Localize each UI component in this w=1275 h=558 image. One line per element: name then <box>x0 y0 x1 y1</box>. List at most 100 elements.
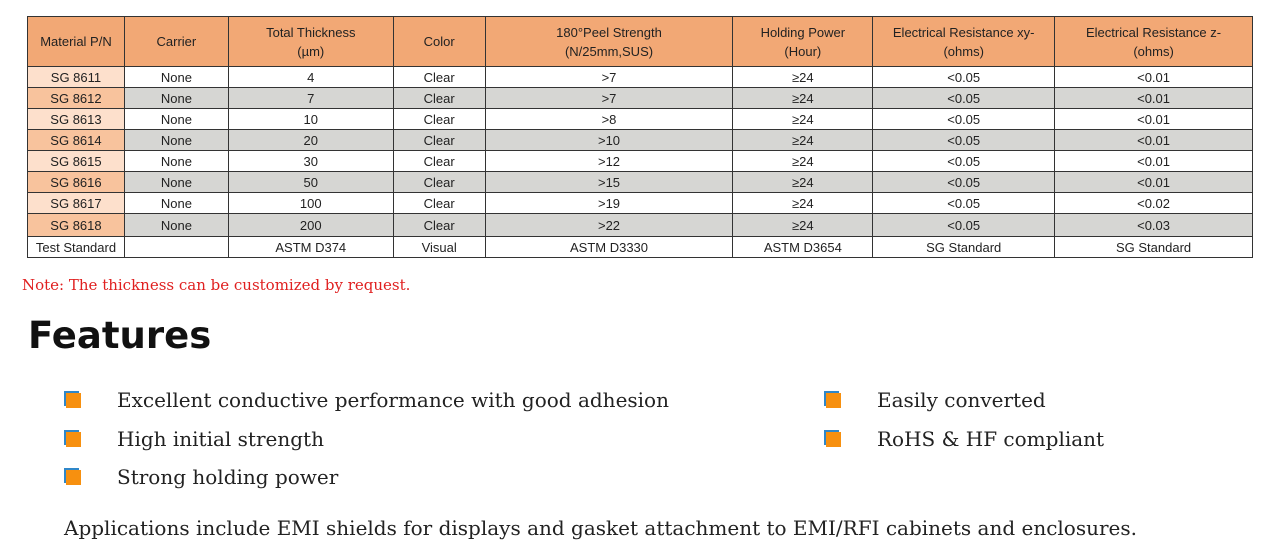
table-cell: None <box>123 213 229 237</box>
table-cell: ≥24 <box>732 213 874 237</box>
bullet-icon <box>66 431 81 447</box>
table-cell: None <box>123 108 229 130</box>
column-header: Holding Power (Hour) <box>732 16 874 67</box>
column-header: Electrical Resistance z- (ohms) <box>1054 16 1253 67</box>
table-cell: SG Standard <box>1054 236 1253 258</box>
header-row: Material P/N Carrier Total Thickness (µm) C… <box>27 16 1253 67</box>
table-cell: ≥24 <box>732 192 874 214</box>
table-cell: SG 8616 <box>27 171 125 193</box>
table-cell: <0.01 <box>1054 171 1253 193</box>
table-cell: ≥24 <box>732 108 874 130</box>
table-cell: ≥24 <box>732 87 874 109</box>
column-header: Carrier <box>123 16 229 67</box>
column-header: Electrical Resistance xy- (ohms) <box>872 16 1056 67</box>
table-cell: Clear <box>392 66 486 88</box>
feature-text: Easily converted <box>877 388 1046 412</box>
table-row: SG 8618 None 200 Clear >22 ≥24 <0.05 <0.03 <box>27 213 1253 237</box>
table-cell: None <box>123 129 229 151</box>
table-cell: >19 <box>484 192 734 214</box>
table-cell: <0.02 <box>1054 192 1253 214</box>
table-cell: 20 <box>227 129 394 151</box>
table-cell: 7 <box>227 87 394 109</box>
table-cell: SG 8612 <box>27 87 125 109</box>
table-cell: 200 <box>227 213 394 237</box>
table-cell: None <box>123 66 229 88</box>
column-header: 180°Peel Strength (N/25mm,SUS) <box>484 16 734 67</box>
table-cell: <0.05 <box>872 192 1056 214</box>
table-cell: <0.05 <box>872 150 1056 172</box>
table-cell: ASTM D3330 <box>484 236 734 258</box>
table-cell: Clear <box>392 87 486 109</box>
test-standard-row: Test Standard ASTM D374 Visual ASTM D3330 AS… <box>27 236 1253 258</box>
table-row: SG 8611 None 4 Clear >7 ≥24 <0.05 <0.01 <box>27 66 1253 88</box>
table-cell: Clear <box>392 150 486 172</box>
table-cell: <0.05 <box>872 87 1056 109</box>
table-cell: <0.01 <box>1054 150 1253 172</box>
bullet-icon <box>826 392 841 408</box>
spec-table: Material P/N Carrier Total Thickness (µm) C… <box>27 16 1253 258</box>
table-cell: >22 <box>484 213 734 237</box>
table-cell: ≥24 <box>732 129 874 151</box>
table-cell: SG Standard <box>872 236 1056 258</box>
table-row: SG 8617 None 100 Clear >19 ≥24 <0.05 <0.02 <box>27 192 1253 214</box>
table-cell: <0.01 <box>1054 108 1253 130</box>
table-row: SG 8613 None 10 Clear >8 ≥24 <0.05 <0.01 <box>27 108 1253 130</box>
table-cell: None <box>123 87 229 109</box>
table-cell: 10 <box>227 108 394 130</box>
table-cell: <0.01 <box>1054 66 1253 88</box>
table-cell: SG 8617 <box>27 192 125 214</box>
table-cell: <0.05 <box>872 213 1056 237</box>
table-cell: Clear <box>392 108 486 130</box>
table-cell <box>123 236 229 258</box>
bullet-icon <box>66 469 81 485</box>
table-cell: <0.05 <box>872 171 1056 193</box>
table-cell: None <box>123 192 229 214</box>
table-cell: ≥24 <box>732 150 874 172</box>
table-row: SG 8614 None 20 Clear >10 ≥24 <0.05 <0.01 <box>27 129 1253 151</box>
table-cell: <0.01 <box>1054 87 1253 109</box>
column-header: Material P/N <box>27 16 125 67</box>
table-cell: 50 <box>227 171 394 193</box>
table-row: SG 8612 None 7 Clear >7 ≥24 <0.05 <0.01 <box>27 87 1253 109</box>
feature-item: Easily converted <box>824 388 1046 412</box>
table-cell: Clear <box>392 213 486 237</box>
table-cell: ≥24 <box>732 66 874 88</box>
table-cell: >7 <box>484 66 734 88</box>
table-cell: 30 <box>227 150 394 172</box>
feature-text: High initial strength <box>117 427 324 451</box>
applications-text: Applications include EMI shields for dis… <box>64 516 1138 540</box>
table-cell: >12 <box>484 150 734 172</box>
table-cell: None <box>123 171 229 193</box>
table-cell: SG 8615 <box>27 150 125 172</box>
feature-text: Strong holding power <box>117 465 339 489</box>
table-cell: Visual <box>392 236 486 258</box>
table-cell: SG 8611 <box>27 66 125 88</box>
features-title: Features <box>28 314 212 357</box>
feature-text: RoHS & HF compliant <box>877 427 1105 451</box>
feature-text: Excellent conductive performance with go… <box>117 388 669 412</box>
table-cell: None <box>123 150 229 172</box>
table-cell: SG 8618 <box>27 213 125 237</box>
table-cell: <0.05 <box>872 66 1056 88</box>
table-cell: 100 <box>227 192 394 214</box>
table-cell: >10 <box>484 129 734 151</box>
feature-item: High initial strength <box>64 427 324 451</box>
table-cell: >7 <box>484 87 734 109</box>
table-cell: Clear <box>392 192 486 214</box>
table-cell: SG 8613 <box>27 108 125 130</box>
bullet-icon <box>66 392 81 408</box>
note-text: Note: The thickness can be customized by… <box>22 276 411 294</box>
table-row: SG 8615 None 30 Clear >12 ≥24 <0.05 <0.01 <box>27 150 1253 172</box>
table-cell: SG 8614 <box>27 129 125 151</box>
table-cell: <0.05 <box>872 108 1056 130</box>
table-cell: <0.05 <box>872 129 1056 151</box>
column-header: Total Thickness (µm) <box>227 16 394 67</box>
table-cell: Clear <box>392 129 486 151</box>
feature-item: RoHS & HF compliant <box>824 427 1104 451</box>
table-cell: ≥24 <box>732 171 874 193</box>
table-cell: ASTM D374 <box>227 236 394 258</box>
table-cell: >8 <box>484 108 734 130</box>
table-cell: Test Standard <box>27 236 125 258</box>
table-cell: 4 <box>227 66 394 88</box>
table-cell: <0.01 <box>1054 129 1253 151</box>
